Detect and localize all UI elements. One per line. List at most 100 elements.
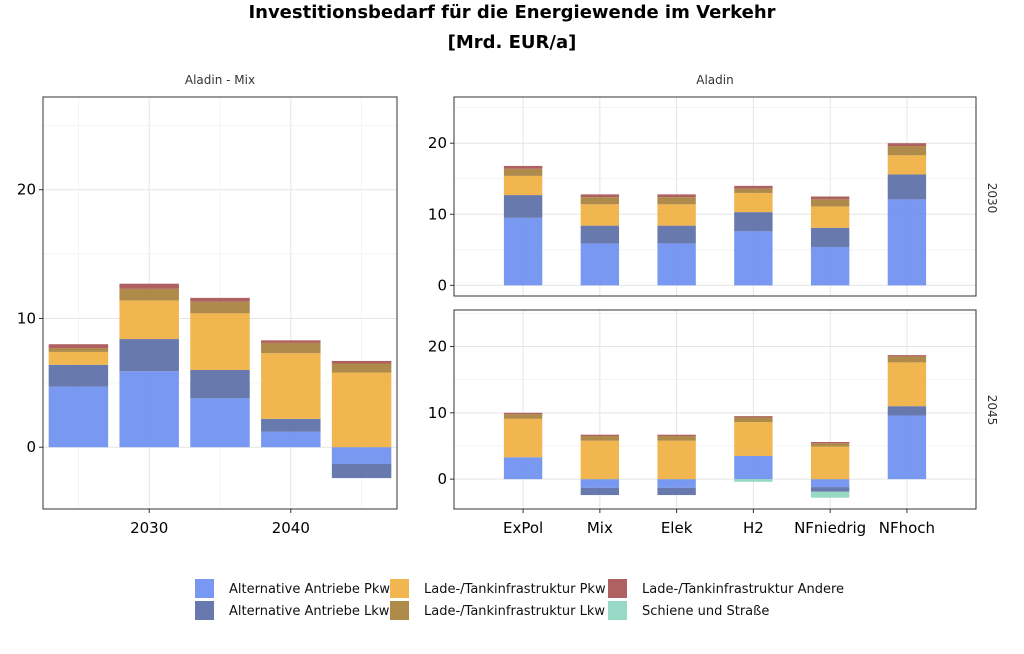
bar-segment-lade-tankinfrastruktur-andere	[810, 442, 850, 444]
bar-segment-alternative-antriebe-pkw	[734, 231, 773, 286]
y-tick-label: 10	[428, 205, 447, 223]
x-tick-label: Elek	[661, 519, 693, 537]
legend-key-schiene-und-strasse	[608, 601, 627, 620]
bar-segment-alternative-antriebe-pkw	[657, 479, 696, 488]
bar-segment-lade-tankinfrastruktur-pkw	[331, 372, 392, 448]
bar-segment-alternative-antriebe-pkw	[190, 398, 250, 448]
bar-segment-alternative-antriebe-pkw	[657, 243, 696, 286]
bar-segment-lade-tankinfrastruktur-lkw	[503, 168, 543, 176]
bar-segment-lade-tankinfrastruktur-andere	[119, 283, 179, 289]
bar-segment-lade-tankinfrastruktur-lkw	[331, 363, 392, 373]
bar-segment-alternative-antriebe-pkw	[887, 415, 927, 480]
bar-segment-lade-tankinfrastruktur-andere	[734, 416, 773, 418]
bar-segment-lade-tankinfrastruktur-andere	[190, 297, 250, 302]
bar-segment-alternative-antriebe-pkw	[887, 199, 927, 286]
bar-segment-alternative-antriebe-pkw	[503, 457, 543, 480]
panel-left: 0 10 20 2030 2040	[17, 96, 398, 537]
panels-layer: 0 10 20 2030 2040 0 10 20 0 10 20 ExPol Mix Elek H2 NFn…	[17, 96, 977, 537]
bar-segment-lade-tankinfrastruktur-pkw	[887, 362, 927, 407]
bar-segment-alternative-antriebe-lkw	[580, 225, 620, 244]
legend-label-lade-tankinfrastruktur-pkw: Lade-/Tankinfrastruktur Pkw	[424, 582, 606, 597]
bar-segment-lade-tankinfrastruktur-pkw	[887, 155, 927, 175]
bar-segment-lade-tankinfrastruktur-pkw	[261, 353, 321, 419]
strip-label-right: Aladin	[696, 73, 733, 87]
bar-segment-lade-tankinfrastruktur-lkw	[810, 443, 850, 447]
legend-label-lade-tankinfrastruktur-lkw: Lade-/Tankinfrastruktur Lkw	[424, 604, 605, 619]
bar-segment-lade-tankinfrastruktur-lkw	[810, 199, 850, 207]
legend: Alternative Antriebe Pkw Alternative Antr…	[195, 579, 844, 620]
bar-segment-alternative-antriebe-pkw	[119, 371, 179, 448]
y-tick-label: 20	[17, 181, 36, 199]
bar-segment-lade-tankinfrastruktur-andere	[580, 434, 620, 437]
bar-segment-lade-tankinfrastruktur-andere	[810, 196, 850, 200]
bar-segment-lade-tankinfrastruktur-pkw	[503, 175, 543, 196]
bar-segment-alternative-antriebe-lkw	[887, 174, 927, 200]
bar-segment-lade-tankinfrastruktur-lkw	[734, 417, 773, 423]
bar-segment-alternative-antriebe-lkw	[810, 487, 850, 492]
bar-segment-lade-tankinfrastruktur-pkw	[734, 422, 773, 456]
bar-segment-lade-tankinfrastruktur-lkw	[657, 436, 696, 441]
legend-label-alternative-antriebe-lkw: Alternative Antriebe Lkw	[229, 604, 390, 619]
y-tick-label: 0	[437, 470, 447, 488]
bar-segment-alternative-antriebe-lkw	[657, 225, 696, 244]
bar-segment-alternative-antriebe-lkw	[810, 227, 850, 247]
bar-segment-lade-tankinfrastruktur-pkw	[657, 440, 696, 480]
x-tick-label: H2	[743, 519, 764, 537]
x-tick-label: NFniedrig	[794, 519, 866, 537]
bar-segment-alternative-antriebe-lkw	[734, 212, 773, 232]
bar-segment-lade-tankinfrastruktur-pkw	[119, 300, 179, 340]
y-tick-label: 10	[17, 309, 36, 327]
bar-segment-lade-tankinfrastruktur-andere	[261, 340, 321, 343]
legend-key-lade-tankinfrastruktur-pkw	[390, 579, 409, 598]
row-label-2045: 2045	[985, 395, 999, 426]
bar-segment-lade-tankinfrastruktur-lkw	[503, 414, 543, 419]
bar-segment-lade-tankinfrastruktur-andere	[657, 434, 696, 437]
bar-segment-alternative-antriebe-pkw	[48, 386, 109, 448]
bar-segment-alternative-antriebe-pkw	[810, 246, 850, 286]
legend-label-schiene-und-strasse: Schiene und Straße	[642, 604, 769, 619]
y-tick-label: 20	[428, 134, 447, 152]
bar-segment-lade-tankinfrastruktur-pkw	[810, 206, 850, 228]
bar-segment-lade-tankinfrastruktur-lkw	[261, 342, 321, 354]
y-tick-label: 0	[437, 276, 447, 294]
bar-segment-schiene-und-strasse	[810, 491, 850, 498]
x-tick-label: NFhoch	[879, 519, 935, 537]
bar-segment-lade-tankinfrastruktur-andere	[580, 194, 620, 198]
bar-segment-alternative-antriebe-lkw	[657, 487, 696, 496]
legend-key-lade-tankinfrastruktur-andere	[608, 579, 627, 598]
bar-segment-lade-tankinfrastruktur-andere	[503, 165, 543, 169]
chart-title: Investitionsbedarf für die Energiewende …	[248, 2, 775, 23]
bar-segment-lade-tankinfrastruktur-pkw	[734, 192, 773, 213]
bar-segment-alternative-antriebe-pkw	[810, 479, 850, 488]
bar-segment-lade-tankinfrastruktur-andere	[48, 344, 109, 349]
bar-segment-alternative-antriebe-lkw	[48, 364, 109, 387]
bar-segment-lade-tankinfrastruktur-lkw	[580, 197, 620, 205]
bar-segment-lade-tankinfrastruktur-lkw	[580, 436, 620, 441]
bar-segment-lade-tankinfrastruktur-pkw	[657, 204, 696, 226]
bar-segment-lade-tankinfrastruktur-pkw	[48, 351, 109, 365]
panel-border	[453, 96, 977, 297]
bar-segment-lade-tankinfrastruktur-lkw	[190, 301, 250, 314]
bar-segment-alternative-antriebe-pkw	[580, 243, 620, 286]
panel-right-2045: 0 10 20 ExPol Mix Elek H2 NFniedrig NFhoch	[428, 309, 977, 537]
bar-segment-alternative-antriebe-lkw	[887, 406, 927, 416]
panel-right-2030: 0 10 20	[428, 96, 977, 297]
y-tick-label: 20	[428, 337, 447, 355]
bar-segment-lade-tankinfrastruktur-pkw	[580, 204, 620, 226]
bar-segment-lade-tankinfrastruktur-lkw	[48, 348, 109, 352]
bar-segment-schiene-und-strasse	[734, 479, 773, 482]
chart-subtitle: [Mrd. EUR/a]	[448, 32, 577, 53]
bar-segment-lade-tankinfrastruktur-andere	[503, 412, 543, 415]
x-tick-label: 2030	[130, 519, 168, 537]
bar-segment-lade-tankinfrastruktur-pkw	[580, 440, 620, 480]
bar-segment-alternative-antriebe-lkw	[261, 418, 321, 432]
y-tick-label: 0	[26, 438, 36, 456]
bar-segment-alternative-antriebe-pkw	[503, 217, 543, 286]
x-tick-label: ExPol	[503, 519, 543, 537]
bar-segment-alternative-antriebe-lkw	[503, 195, 543, 218]
bar-segment-lade-tankinfrastruktur-pkw	[190, 313, 250, 370]
legend-label-lade-tankinfrastruktur-andere: Lade-/Tankinfrastruktur Andere	[642, 582, 844, 597]
bar-segment-lade-tankinfrastruktur-andere	[734, 185, 773, 189]
x-tick-label: 2040	[272, 519, 310, 537]
